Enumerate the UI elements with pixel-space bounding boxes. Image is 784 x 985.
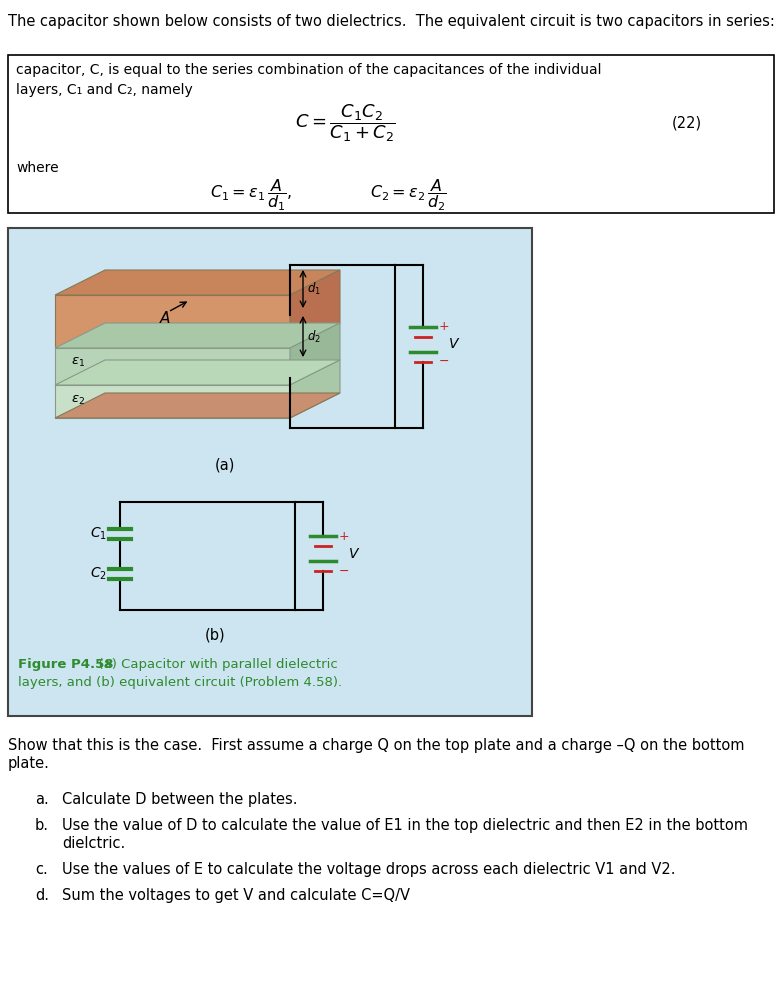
Text: Figure P4.58: Figure P4.58: [18, 658, 114, 671]
Text: −: −: [439, 355, 449, 368]
Text: +: +: [339, 530, 350, 543]
Text: (22): (22): [672, 115, 702, 130]
Text: (a): (a): [215, 458, 235, 473]
Text: a.: a.: [35, 792, 49, 807]
Text: $C_1 = \varepsilon_1\,\dfrac{A}{d_1},$: $C_1 = \varepsilon_1\,\dfrac{A}{d_1},$: [210, 177, 292, 213]
Polygon shape: [55, 360, 340, 385]
Text: b.: b.: [35, 818, 49, 833]
Text: $d_1$: $d_1$: [307, 281, 321, 297]
Text: −: −: [339, 564, 350, 577]
Polygon shape: [55, 385, 290, 418]
Polygon shape: [290, 360, 340, 418]
Text: Calculate D between the plates.: Calculate D between the plates.: [62, 792, 297, 807]
Text: $A$: $A$: [159, 310, 171, 326]
Polygon shape: [55, 270, 340, 295]
Text: layers, and (b) equivalent circuit (Problem 4.58).: layers, and (b) equivalent circuit (Prob…: [18, 676, 342, 689]
Text: Use the value of D to calculate the value of E1 in the top dielectric and then E: Use the value of D to calculate the valu…: [62, 818, 748, 833]
Text: d.: d.: [35, 888, 49, 903]
Text: c.: c.: [35, 862, 48, 877]
Text: $\varepsilon_1$: $\varepsilon_1$: [71, 356, 85, 368]
Text: $C = \dfrac{C_1 C_2}{C_1 + C_2}$: $C = \dfrac{C_1 C_2}{C_1 + C_2}$: [295, 102, 396, 144]
Text: $C_2 = \varepsilon_2\,\dfrac{A}{d_2}$: $C_2 = \varepsilon_2\,\dfrac{A}{d_2}$: [370, 177, 447, 213]
Text: layers, C₁ and C₂, namely: layers, C₁ and C₂, namely: [16, 83, 193, 97]
Bar: [8, 228, 532, 716]
Polygon shape: [55, 295, 290, 348]
Text: capacitor, C, is equal to the series combination of the capacitances of the indi: capacitor, C, is equal to the series com…: [16, 63, 601, 77]
Text: $V$: $V$: [448, 338, 460, 352]
Text: dielctric.: dielctric.: [62, 836, 125, 851]
Text: $\varepsilon_2$: $\varepsilon_2$: [71, 393, 85, 407]
Polygon shape: [290, 323, 340, 385]
Polygon shape: [55, 348, 290, 385]
Text: Use the values of E to calculate the voltage drops across each dielectric V1 and: Use the values of E to calculate the vol…: [62, 862, 676, 877]
Polygon shape: [290, 270, 340, 348]
Text: (b): (b): [205, 628, 225, 643]
Polygon shape: [55, 393, 340, 418]
Text: plate.: plate.: [8, 756, 50, 771]
Text: $V$: $V$: [348, 547, 361, 561]
Text: Show that this is the case.  First assume a charge Q on the top plate and a char: Show that this is the case. First assume…: [8, 738, 745, 753]
Text: The capacitor shown below consists of two dielectrics.  The equivalent circuit i: The capacitor shown below consists of tw…: [8, 14, 775, 29]
Bar: [8, 55, 774, 213]
Text: $C_2$: $C_2$: [90, 565, 107, 582]
Text: Sum the voltages to get V and calculate C=Q/V: Sum the voltages to get V and calculate …: [62, 888, 410, 903]
Text: +: +: [439, 320, 450, 333]
Polygon shape: [55, 323, 340, 348]
Text: where: where: [16, 161, 59, 175]
Text: $C_1$: $C_1$: [90, 526, 107, 542]
Text: (a) Capacitor with parallel dielectric: (a) Capacitor with parallel dielectric: [90, 658, 338, 671]
Text: $d_2$: $d_2$: [307, 328, 321, 345]
